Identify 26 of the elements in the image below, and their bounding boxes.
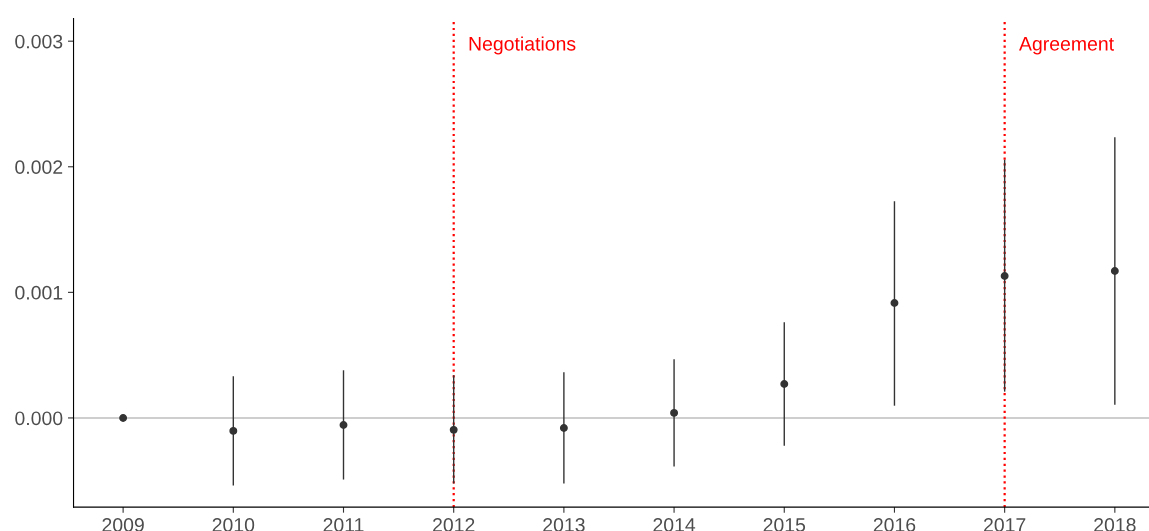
x-tick-label: 2010	[212, 518, 255, 531]
point	[229, 426, 238, 435]
x-tick-label: 2014	[653, 518, 696, 531]
x-tick-label: 2011	[323, 518, 364, 531]
x-tick-label: 2016	[873, 518, 916, 531]
point	[559, 424, 568, 432]
point	[119, 413, 128, 422]
point	[890, 299, 899, 307]
ref-line-label: Negotiations	[469, 36, 576, 55]
y-tick-label: 0.002	[15, 160, 63, 175]
point	[1000, 272, 1009, 280]
point	[449, 425, 458, 434]
x-tick-label: 2017	[984, 518, 1026, 531]
point	[339, 421, 348, 429]
y-tick-label: 0.003	[15, 34, 63, 49]
point	[1110, 267, 1119, 275]
x-tick-label: 2013	[543, 518, 585, 531]
x-tick-label: 2009	[102, 518, 144, 531]
y-tick-label: 0.000	[15, 411, 63, 426]
ref-line-label: Agreement	[1019, 37, 1114, 55]
x-tick-label: 2012	[433, 518, 475, 531]
point	[780, 380, 789, 388]
x-tick-label: 2018	[1094, 518, 1136, 531]
y-tick-label: 0.001	[15, 285, 63, 300]
point	[670, 408, 679, 417]
x-tick-label: 2015	[763, 518, 806, 531]
